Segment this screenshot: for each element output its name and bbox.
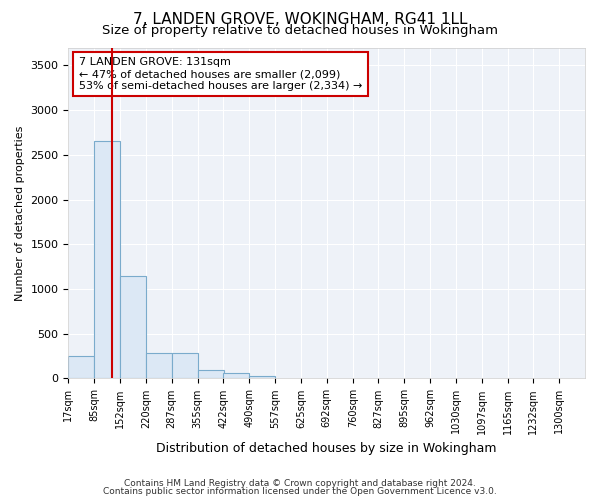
Bar bbox=[250, 376, 275, 378]
Bar bbox=[223, 373, 250, 378]
Bar bbox=[198, 370, 224, 378]
X-axis label: Distribution of detached houses by size in Wokingham: Distribution of detached houses by size … bbox=[157, 442, 497, 455]
Bar bbox=[120, 276, 146, 378]
Bar bbox=[172, 352, 198, 378]
Y-axis label: Number of detached properties: Number of detached properties bbox=[15, 126, 25, 300]
Text: Contains public sector information licensed under the Open Government Licence v3: Contains public sector information licen… bbox=[103, 487, 497, 496]
Text: 7 LANDEN GROVE: 131sqm
← 47% of detached houses are smaller (2,099)
53% of semi-: 7 LANDEN GROVE: 131sqm ← 47% of detached… bbox=[79, 58, 362, 90]
Bar bbox=[94, 142, 121, 378]
Text: Contains HM Land Registry data © Crown copyright and database right 2024.: Contains HM Land Registry data © Crown c… bbox=[124, 478, 476, 488]
Bar bbox=[68, 356, 94, 378]
Text: 7, LANDEN GROVE, WOKINGHAM, RG41 1LL: 7, LANDEN GROVE, WOKINGHAM, RG41 1LL bbox=[133, 12, 467, 28]
Bar bbox=[146, 352, 172, 378]
Text: Size of property relative to detached houses in Wokingham: Size of property relative to detached ho… bbox=[102, 24, 498, 37]
